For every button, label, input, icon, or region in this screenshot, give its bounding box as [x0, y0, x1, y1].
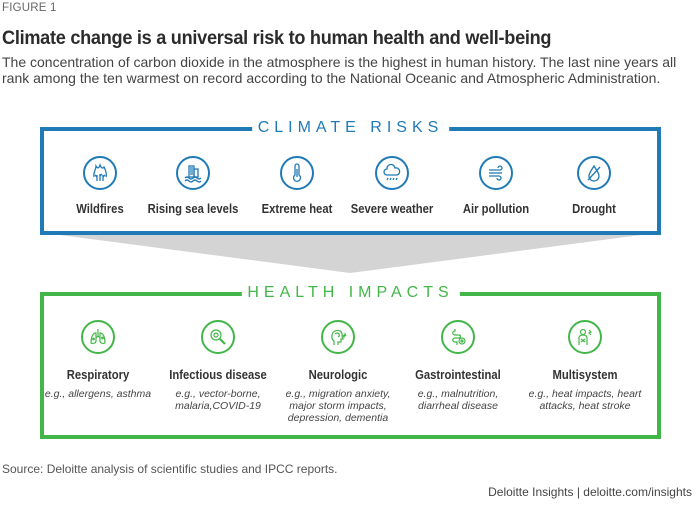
brain-head-icon: [321, 320, 355, 354]
health-impact-multisystem: Multisystem e.g., heat impacts, heart at…: [525, 320, 645, 412]
health-impact-gastrointestinal: Gastrointestinal e.g., malnutrition, dia…: [398, 320, 518, 412]
figure-title: Climate change is a universal risk to hu…: [2, 27, 552, 49]
climate-risk-label: Wildfires: [76, 202, 124, 216]
health-impact-label: Infectious disease: [169, 368, 267, 382]
health-impact-desc: e.g., allergens, asthma: [44, 388, 152, 400]
health-impacts-heading: HEALTH IMPACTS: [241, 284, 460, 302]
source-note: Source: Deloitte analysis of scientific …: [2, 462, 338, 476]
climate-risk-label: Extreme heat: [261, 202, 333, 216]
climate-risk-severe-weather: Severe weather: [332, 156, 452, 216]
climate-risk-label: Air pollution: [462, 202, 530, 216]
virus-magnifier-icon: [201, 320, 235, 354]
climate-risk-label: Severe weather: [350, 202, 434, 216]
health-impacts-box: HEALTH IMPACTS Respiratory e.g., allerge…: [38, 284, 661, 439]
health-impact-infectious-disease: Infectious disease e.g., vector-borne, m…: [158, 320, 278, 412]
climate-risk-label: Rising sea levels: [147, 202, 239, 216]
health-impact-desc: e.g., migration anxiety, major storm imp…: [285, 388, 391, 424]
health-impact-respiratory: Respiratory e.g., allergens, asthma: [38, 320, 158, 400]
climate-risk-extreme-heat: Extreme heat: [237, 156, 357, 216]
figure-subtitle: The concentration of carbon dioxide in t…: [2, 54, 677, 86]
climate-risk-label: Drought: [572, 202, 616, 216]
climate-risks-box: CLIMATE RISKS Wildfires Rising sea level…: [40, 119, 661, 235]
health-impact-desc: e.g., heat impacts, heart attacks, heat …: [528, 388, 642, 412]
health-impact-label: Gastrointestinal: [415, 368, 501, 382]
figure-label: FIGURE 1: [2, 2, 57, 14]
body-system-icon: [568, 320, 602, 354]
climate-risk-rising-sea-levels: Rising sea levels: [133, 156, 253, 216]
drought-icon: [577, 156, 611, 190]
wildfire-icon: [83, 156, 117, 190]
health-impact-label: Neurologic: [308, 368, 368, 382]
funnel-arrow: [60, 235, 641, 273]
climate-risks-heading: CLIMATE RISKS: [251, 119, 450, 137]
storm-cloud-icon: [375, 156, 409, 190]
health-impact-desc: e.g., malnutrition, diarrheal disease: [417, 388, 499, 412]
health-impact-desc: e.g., vector-borne, malaria,COVID-19: [175, 388, 261, 412]
lungs-icon: [81, 320, 115, 354]
climate-risk-drought: Drought: [534, 156, 654, 216]
rising-sea-icon: [176, 156, 210, 190]
health-impact-label: Multisystem: [552, 368, 618, 382]
health-impact-label: Respiratory: [66, 368, 130, 382]
wind-icon: [479, 156, 513, 190]
climate-risk-wildfires: Wildfires: [40, 156, 160, 216]
credit-link[interactable]: Deloitte Insights | deloitte.com/insight…: [488, 485, 692, 499]
thermometer-icon: [280, 156, 314, 190]
health-impact-neurologic: Neurologic e.g., migration anxiety, majo…: [278, 320, 398, 424]
climate-risk-air-pollution: Air pollution: [436, 156, 556, 216]
intestine-icon: [441, 320, 475, 354]
